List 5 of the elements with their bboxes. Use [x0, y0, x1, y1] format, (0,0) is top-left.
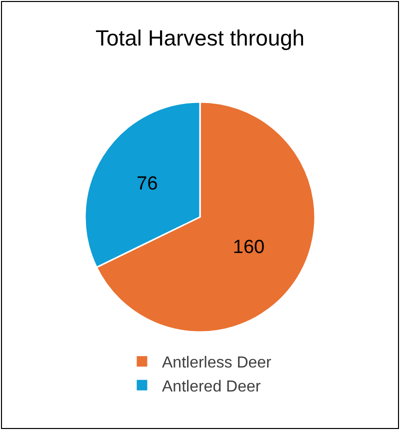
data-label: 160 [232, 237, 265, 258]
legend-label: Antlered Deer [162, 378, 262, 396]
chart-title: Total Harvest through [95, 26, 305, 50]
legend-label: Antlerless Deer [162, 354, 272, 372]
data-label: 76 [136, 173, 158, 194]
